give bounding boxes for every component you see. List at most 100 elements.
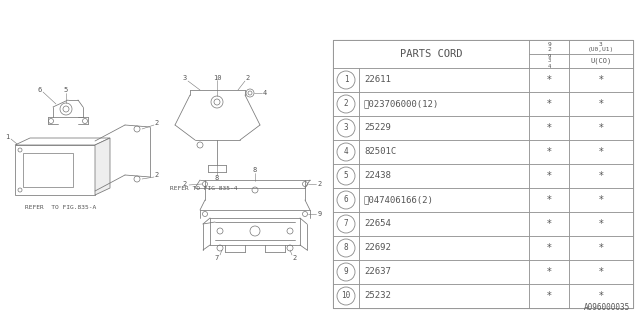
Bar [529,140,569,164]
Text: PARTS CORD: PARTS CORD [400,49,462,59]
Circle shape [83,118,88,124]
Circle shape [337,287,355,305]
Circle shape [217,245,223,251]
Text: *: * [547,75,552,85]
Text: 9: 9 [318,211,322,217]
Circle shape [60,103,72,115]
Bar [569,40,633,54]
Text: 2: 2 [318,181,322,187]
Text: 4: 4 [263,90,267,96]
Circle shape [337,167,355,185]
Text: REFER TO FIG 835-4: REFER TO FIG 835-4 [170,186,237,191]
Text: 7: 7 [215,255,219,261]
Text: *: * [547,291,552,301]
Text: 10: 10 [341,292,351,300]
Text: 2: 2 [293,255,297,261]
Text: *: * [598,75,604,85]
Text: *: * [598,195,604,205]
Text: 2: 2 [246,75,250,81]
Text: *: * [598,291,604,301]
Bar [569,188,633,212]
Circle shape [337,191,355,209]
Bar [333,68,359,92]
Text: A096000035: A096000035 [584,303,630,312]
Text: *: * [547,123,552,133]
Circle shape [49,118,54,124]
Bar [529,54,569,68]
Text: 2: 2 [183,181,187,187]
Circle shape [18,188,22,192]
Text: 6: 6 [38,87,42,93]
Polygon shape [15,138,110,145]
Bar [569,260,633,284]
Bar [359,212,529,236]
Circle shape [337,95,355,113]
Text: 22654: 22654 [364,220,391,228]
Bar [359,116,529,140]
Text: *: * [598,219,604,229]
Circle shape [134,176,140,182]
Bar [529,260,569,284]
Bar [333,116,359,140]
Bar [333,40,633,308]
Circle shape [337,71,355,89]
Bar [15,145,95,195]
Bar [529,284,569,308]
Bar [359,164,529,188]
Bar [333,140,359,164]
Circle shape [211,96,223,108]
Text: 22611: 22611 [364,76,391,84]
Text: 1: 1 [5,134,9,140]
Text: 6: 6 [344,196,348,204]
Bar [569,212,633,236]
Text: 3: 3 [344,124,348,132]
Bar [569,54,633,68]
Bar [569,68,633,92]
Text: *: * [598,267,604,277]
Circle shape [63,106,69,112]
Text: 22692: 22692 [364,244,391,252]
Text: *: * [547,195,552,205]
Bar [569,236,633,260]
Circle shape [252,187,258,193]
Text: *: * [547,147,552,157]
Text: 3
(U0,U1): 3 (U0,U1) [588,42,614,52]
Circle shape [248,91,252,95]
Bar [23,153,73,187]
Circle shape [303,212,307,217]
Bar [359,188,529,212]
Text: 2: 2 [155,172,159,178]
Text: U(CO): U(CO) [590,58,612,64]
Circle shape [337,143,355,161]
Bar [359,92,529,116]
Bar [333,188,359,212]
Circle shape [337,119,355,137]
Text: 8: 8 [215,175,219,181]
Circle shape [134,126,140,132]
Text: 8: 8 [253,167,257,173]
Text: 4: 4 [344,148,348,156]
Bar [569,116,633,140]
Bar [359,236,529,260]
Text: 9
2: 9 2 [547,42,551,52]
Text: 8: 8 [344,244,348,252]
Bar [569,92,633,116]
Text: *: * [598,147,604,157]
Bar [333,92,359,116]
Bar [529,92,569,116]
Bar [569,164,633,188]
Bar [333,236,359,260]
Text: 22438: 22438 [364,172,391,180]
Text: ⓢ047406166(2): ⓢ047406166(2) [364,196,434,204]
Circle shape [202,212,207,217]
Bar [529,164,569,188]
Text: *: * [547,99,552,109]
Circle shape [287,228,293,234]
Bar [333,40,529,68]
Circle shape [217,228,223,234]
Bar [359,140,529,164]
Circle shape [337,215,355,233]
Text: *: * [598,99,604,109]
Bar [333,260,359,284]
Bar [359,68,529,92]
